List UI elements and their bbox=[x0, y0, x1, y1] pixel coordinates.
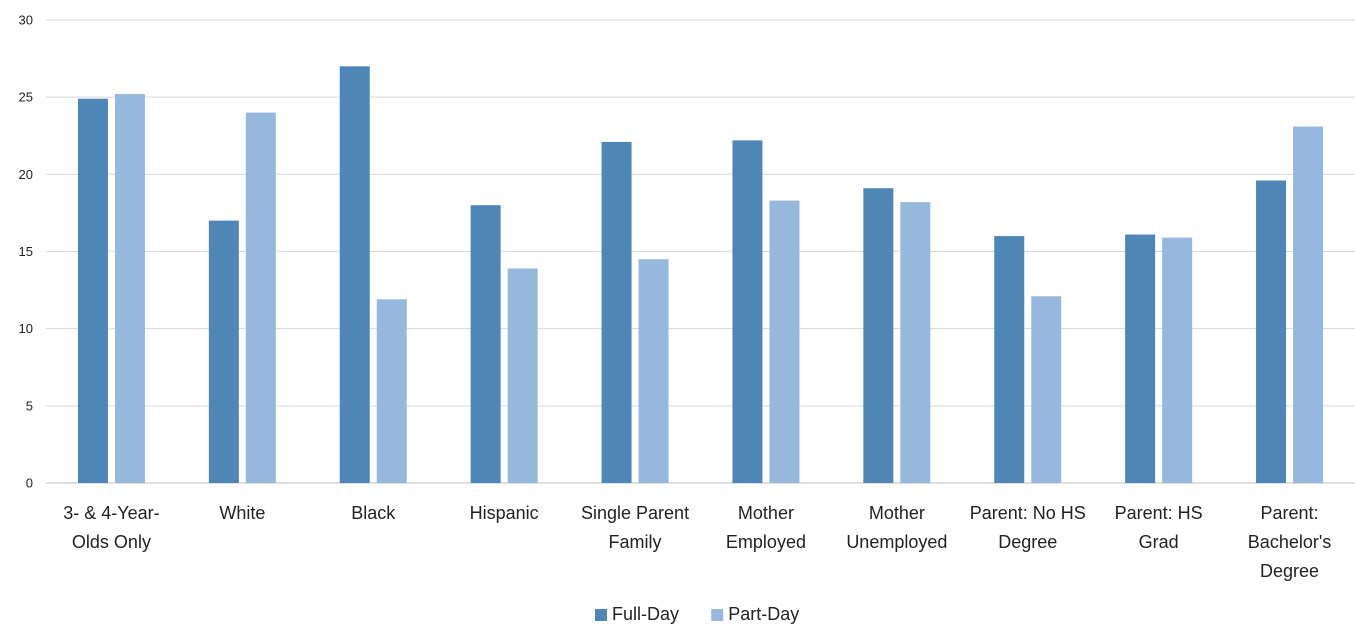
bar-full-day bbox=[1256, 180, 1287, 484]
legend-swatch-full-day bbox=[595, 609, 607, 621]
bar-full-day bbox=[470, 205, 501, 483]
x-tick-label: Mother Unemployed bbox=[846, 503, 947, 552]
y-tick-label: 25 bbox=[19, 90, 33, 105]
x-tick-label: Mother Employed bbox=[726, 503, 806, 552]
y-tick-label: 15 bbox=[19, 244, 33, 259]
y-tick-label: 20 bbox=[19, 167, 33, 182]
bar-full-day bbox=[994, 236, 1025, 483]
bar-part-day bbox=[1162, 237, 1193, 483]
bar-part-day bbox=[245, 112, 276, 483]
legend: Full-Day Part-Day bbox=[595, 604, 799, 624]
y-tick-label: 10 bbox=[19, 321, 33, 336]
x-tick-label: Hispanic bbox=[470, 503, 539, 523]
bars bbox=[77, 66, 1324, 484]
bar-part-day bbox=[1293, 126, 1324, 484]
bar-full-day bbox=[1125, 234, 1156, 483]
bar-full-day bbox=[732, 140, 763, 483]
y-tick-label: 30 bbox=[19, 13, 33, 28]
bar-full-day bbox=[339, 66, 370, 484]
bar-part-day bbox=[1031, 296, 1062, 483]
bar-part-day bbox=[114, 94, 145, 483]
x-tick-label: White bbox=[219, 503, 265, 523]
bar-part-day bbox=[900, 202, 931, 483]
y-axis: 0 5 10 15 20 25 30 bbox=[19, 13, 33, 491]
legend-label: Part-Day bbox=[728, 604, 799, 624]
legend-swatch-part-day bbox=[711, 609, 724, 621]
bar-part-day bbox=[507, 268, 538, 483]
bar-part-day bbox=[376, 299, 407, 483]
x-tick-label: Parent: No HS Degree bbox=[970, 503, 1086, 552]
bar-part-day bbox=[638, 259, 669, 483]
x-tick-label: Parent: Bachelor's Degree bbox=[1248, 503, 1331, 581]
bar-full-day bbox=[601, 141, 632, 483]
y-tick-label: 0 bbox=[26, 476, 33, 491]
x-tick-label: Black bbox=[351, 503, 396, 523]
x-axis: 3- & 4-Year-Olds Only White Black Hispanic S… bbox=[63, 503, 1331, 581]
y-tick-label: 5 bbox=[26, 398, 33, 413]
x-tick-label: 3- & 4-Year-Olds Only bbox=[63, 503, 159, 552]
bar-part-day bbox=[769, 200, 800, 483]
gridlines bbox=[46, 19, 1355, 484]
bar-full-day bbox=[863, 188, 894, 483]
legend-label: Full-Day bbox=[612, 604, 679, 624]
x-tick-label: Single Parent Family bbox=[581, 503, 689, 552]
x-tick-label: Parent: HS Grad bbox=[1115, 503, 1203, 552]
bar-full-day bbox=[208, 220, 239, 483]
bar-full-day bbox=[77, 98, 108, 484]
